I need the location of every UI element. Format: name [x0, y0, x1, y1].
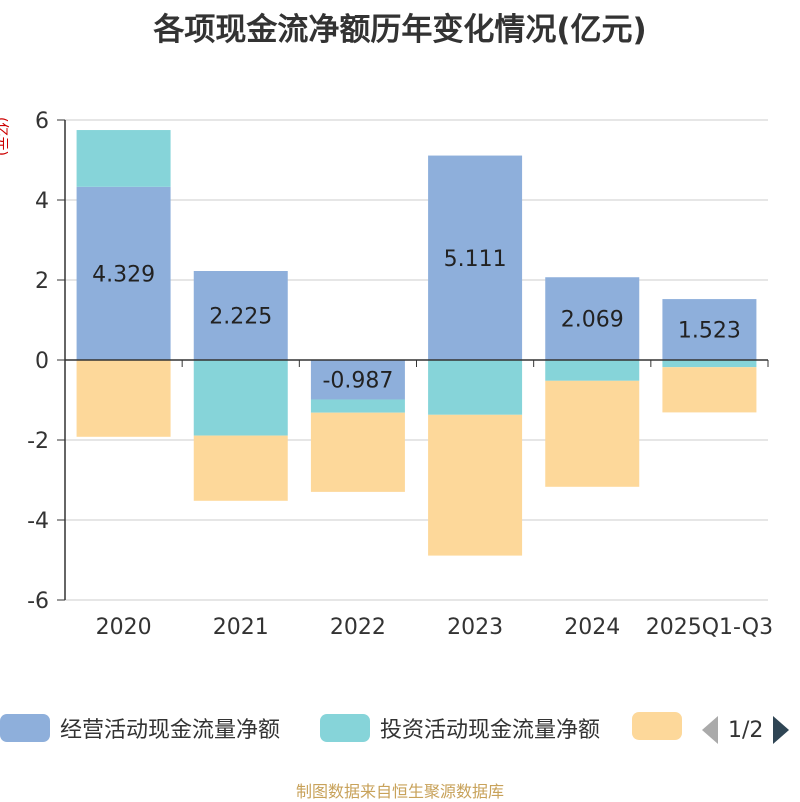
legend-item-financing[interactable]	[632, 712, 692, 740]
bar-2023-series-2	[428, 414, 523, 556]
bar-2022-series-1	[310, 399, 405, 413]
legend-item-operating[interactable]: 经营活动现金流量净额	[0, 712, 280, 744]
x-tick-label: 2024	[564, 615, 620, 640]
bar-2020-series-2	[76, 360, 171, 437]
legend: 经营活动现金流量净额 投资活动现金流量净额 1/2	[0, 712, 800, 756]
legend-label-investing: 投资活动现金流量净额	[380, 718, 601, 743]
data-label-2024: 2.069	[561, 308, 624, 333]
legend-page-indicator: 1/2	[728, 717, 764, 743]
x-tick-label: 2023	[447, 615, 503, 640]
bar-2021-series-1	[193, 360, 288, 436]
y-tick-label: 6	[35, 109, 49, 134]
bar-2024-series-1	[545, 360, 640, 381]
bar-2024-series-2	[545, 380, 640, 487]
data-label-2020: 4.329	[92, 262, 155, 287]
y-tick-label: 0	[35, 349, 49, 374]
bar-2021-series-0	[193, 271, 288, 360]
y-tick-label: -6	[27, 589, 49, 614]
bar-2022-series-0	[310, 360, 405, 400]
legend-item-investing[interactable]: 投资活动现金流量净额	[320, 712, 600, 744]
bar-2025Q1-Q3-series-1	[662, 360, 757, 368]
y-tick-label: -4	[27, 509, 49, 534]
legend-swatch-operating	[0, 714, 50, 742]
bar-2020-series-0	[76, 186, 171, 360]
bar-2023-series-0	[428, 155, 523, 360]
x-tick-label: 2025Q1-Q3	[646, 615, 773, 640]
chart-title: 各项现金流净额历年变化情况(亿元)	[153, 12, 647, 48]
bar-2021-series-2	[193, 435, 288, 501]
y-tick-label: -2	[27, 429, 49, 454]
legend-label-operating: 经营活动现金流量净额	[60, 718, 281, 743]
legend-swatch-investing	[320, 714, 370, 742]
data-label-2021: 2.225	[209, 305, 272, 330]
bar-2023-series-1	[428, 360, 523, 415]
bar-2025Q1-Q3-series-0	[662, 299, 757, 360]
data-source-note: 制图数据来自恒生聚源数据库	[295, 782, 504, 801]
x-tick-label: 2020	[96, 615, 152, 640]
data-label-2025Q1-Q3: 1.523	[678, 319, 741, 344]
y-tick-label: 4	[35, 189, 49, 214]
x-tick-label: 2022	[330, 615, 386, 640]
y-tick-label: 2	[35, 269, 49, 294]
data-label-2023: 5.111	[444, 247, 507, 272]
bar-2025Q1-Q3-series-2	[662, 367, 757, 413]
legend-pager: 1/2	[702, 716, 790, 744]
bar-chart: 6 4 2 0 -2 -4 -6 4.329 2020 2.225 2021 -0.987 2022 5.…	[27, 109, 773, 640]
data-label-2022: -0.987	[322, 369, 393, 394]
bar-2020-series-1	[76, 130, 171, 187]
x-tick-label: 2021	[213, 615, 269, 640]
legend-next-page-icon[interactable]	[773, 716, 790, 744]
legend-swatch-financing	[632, 712, 682, 740]
bar-2022-series-2	[310, 412, 405, 492]
bar-2024-series-0	[545, 277, 640, 360]
legend-prev-page-icon[interactable]	[702, 716, 718, 744]
